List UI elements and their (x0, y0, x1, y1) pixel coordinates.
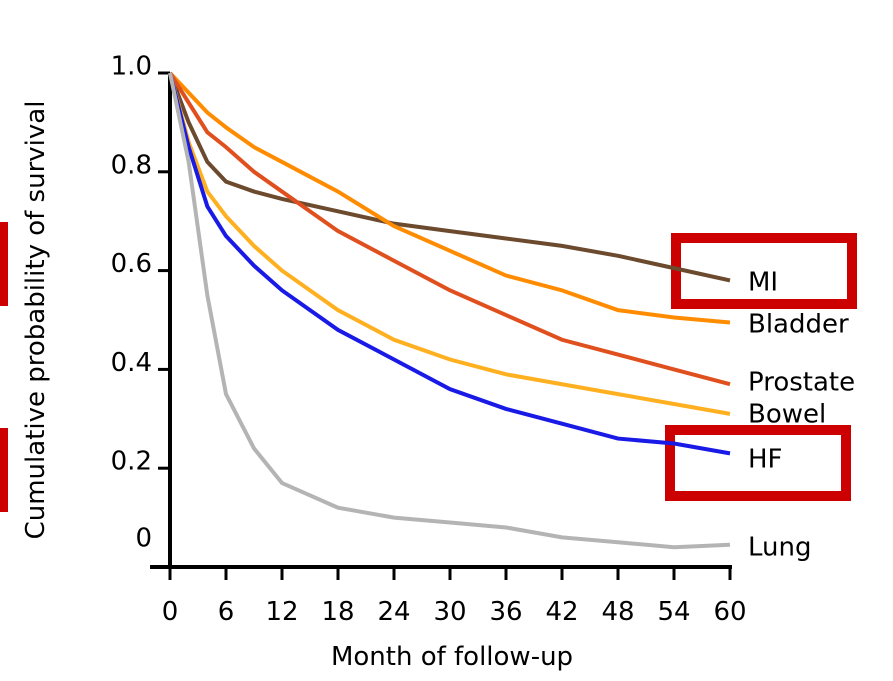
x-tick-label: 60 (713, 597, 746, 627)
highlight-box (671, 233, 857, 309)
y-tick-label: 0.4 (111, 348, 152, 378)
y-tick-label: 0.2 (111, 447, 152, 477)
highlight-bar (0, 428, 8, 512)
series-label: HF (748, 445, 783, 475)
x-tick-label: 36 (489, 597, 522, 627)
x-tick-label: 12 (265, 597, 298, 627)
survival-line (168, 71, 731, 325)
y-tick-label: 0.8 (111, 150, 152, 180)
series-label: Lung (748, 533, 812, 563)
survival-line (168, 72, 731, 550)
x-tick-label: 24 (377, 597, 410, 627)
x-tick-label: 48 (601, 597, 634, 627)
highlight-bar (0, 222, 8, 306)
x-tick-label: 0 (162, 597, 179, 627)
x-axis-label: Month of follow-up (331, 642, 573, 672)
x-tick-label: 6 (218, 597, 235, 627)
y-tick-label: 0.6 (111, 249, 152, 279)
survival-line (168, 72, 731, 416)
x-tick-label: 30 (433, 597, 466, 627)
series-label: Bladder (748, 310, 849, 340)
y-tick-label: 1.0 (111, 52, 152, 82)
x-tick-label: 54 (657, 597, 690, 627)
series-label: Prostate (748, 368, 855, 398)
survival-line (168, 72, 731, 456)
x-tick-label: 18 (321, 597, 354, 627)
survival-line (168, 71, 731, 387)
y-tick-label: 0 (135, 524, 152, 554)
highlight-box (665, 425, 851, 501)
survival-line (168, 72, 731, 283)
x-tick-label: 42 (545, 597, 578, 627)
series-label: MI (748, 268, 778, 298)
y-axis-label: Cumulative probability of survival (21, 101, 51, 540)
series-label: Bowel (748, 400, 826, 430)
